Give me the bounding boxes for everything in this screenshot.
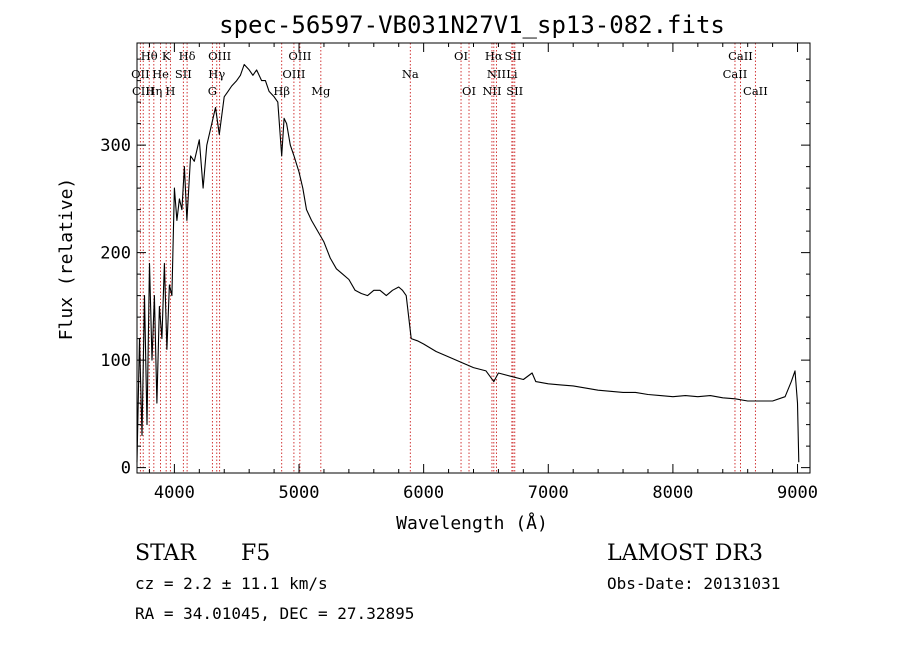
object-class: STAR — [135, 541, 197, 566]
coordinates: RA = 34.01045, DEC = 27.32895 — [135, 604, 414, 623]
y-tick-label: 300 — [100, 136, 131, 156]
line-label-25: NII — [482, 84, 501, 98]
line-label-24: OI — [462, 84, 476, 98]
line-label-4: OIII — [288, 49, 311, 63]
line-label-10: He — [152, 67, 169, 81]
spectral-line-markers — [139, 43, 756, 473]
plot-area — [136, 63, 800, 463]
line-label-16: Li — [506, 67, 518, 81]
chart-title: spec-56597-VB031N27V1_sp13-082.fits — [219, 11, 725, 39]
line-label-26: SII — [506, 84, 523, 98]
line-label-21: G — [208, 84, 217, 98]
line-label-7: SII — [505, 49, 522, 63]
x-tick-label: 9000 — [777, 483, 818, 503]
object-subclass: F5 — [241, 541, 270, 566]
x-tick-label: 4000 — [154, 483, 195, 503]
line-label-20: H — [165, 84, 175, 98]
line-label-23: Mg — [311, 84, 331, 98]
axes — [136, 42, 811, 474]
x-tick-label: 7000 — [528, 483, 569, 503]
line-label-12: Hγ — [208, 67, 225, 81]
y-tick-label: 100 — [100, 351, 131, 371]
line-label-3: OIII — [208, 49, 231, 63]
obs-date: Obs-Date: 20131031 — [607, 574, 780, 593]
tick-labels: 4000 5000 6000 7000 8000 9000 0 100 200 300 — [100, 136, 818, 503]
line-label-1: K — [162, 49, 171, 63]
line-label-14: Na — [402, 67, 419, 81]
line-label-18: CIII — [132, 84, 154, 98]
line-label-9: OII — [131, 67, 150, 81]
line-label-8: CaII — [728, 49, 753, 63]
line-label-11: SII — [175, 67, 192, 81]
line-label-13: OIII — [282, 67, 305, 81]
plot-frame — [136, 42, 811, 474]
line-label-2: Hδ — [179, 49, 196, 63]
line-label-15: NII — [487, 67, 506, 81]
redshift-text: cz = 2.2 ± 11.1 km/s — [135, 574, 328, 593]
x-tick-label: 6000 — [403, 483, 444, 503]
line-label-0: Hθ — [141, 49, 158, 63]
line-label-19: Hη — [145, 84, 162, 98]
line-label-6: Hα — [485, 49, 503, 63]
survey-name: LAMOST DR3 — [607, 541, 763, 566]
line-label-17: CaII — [723, 67, 748, 81]
x-axis-label: Wavelength (Å) — [396, 512, 548, 534]
line-label-22: Hβ — [273, 84, 290, 98]
line-label-5: OI — [454, 49, 468, 63]
line-label-27: CaII — [743, 84, 768, 98]
y-tick-label: 0 — [121, 459, 131, 479]
x-tick-label: 8000 — [652, 483, 693, 503]
spectrum-line — [136, 63, 800, 463]
x-tick-label: 5000 — [279, 483, 320, 503]
y-axis-label: Flux (relative) — [56, 178, 77, 341]
y-tick-label: 200 — [100, 244, 131, 264]
